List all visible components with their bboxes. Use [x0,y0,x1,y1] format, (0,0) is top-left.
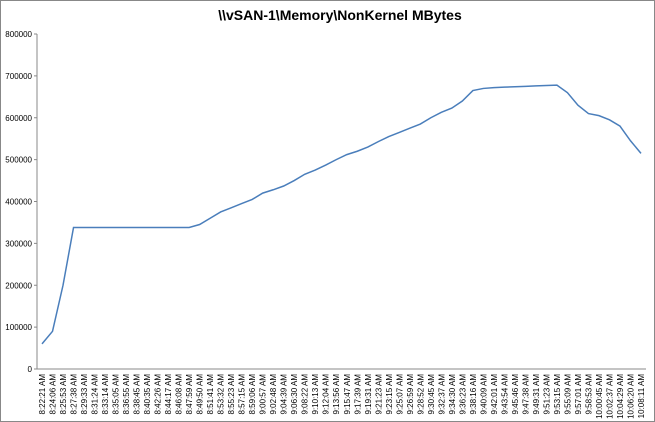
x-tick-label: 9:28:52 AM [416,374,425,415]
y-tick-label: 800000 [5,30,32,39]
x-tick-label: 9:49:31 AM [532,374,541,415]
x-tick-label: 10:08:11 AM [637,374,646,419]
x-tick-label: 8:55:23 AM [227,374,236,415]
x-tick-label: 8:33:14 AM [101,374,110,415]
x-tick-label: 8:27:38 AM [70,374,79,415]
x-tick-label: 8:29:33 AM [80,374,89,415]
x-tick-label: 9:47:38 AM [521,374,530,415]
x-tick-label: 8:22:21 AM [38,374,47,415]
x-tick-label: 10:00:45 AM [595,374,604,419]
y-tick-label: 700000 [5,72,32,81]
x-tick-label: 9:19:31 AM [364,374,373,415]
x-tick-label: 9:25:07 AM [395,374,404,415]
x-tick-label: 9:02:48 AM [269,374,278,415]
x-tick-label: 9:00:57 AM [259,374,268,415]
x-tick-label: 10:02:37 AM [605,374,614,419]
x-tick-label: 9:04:39 AM [280,374,289,415]
x-tick-label: 8:49:50 AM [196,374,205,415]
x-tick-label: 8:59:06 AM [248,374,257,415]
x-tick-label: 9:21:23 AM [374,374,383,415]
x-tick-label: 9:08:22 AM [301,374,310,415]
y-tick-label: 200000 [5,281,32,290]
x-tick-label: 10:04:29 AM [616,374,625,419]
x-tick-label: 9:45:46 AM [511,374,520,415]
x-tick-label: 9:23:15 AM [385,374,394,415]
x-tick-label: 9:12:04 AM [322,374,331,415]
y-tick-label: 300000 [5,239,32,248]
y-tick-label: 500000 [5,156,32,165]
x-tick-label: 9:51:23 AM [542,374,551,415]
y-tick-label: 100000 [5,323,32,332]
x-tick-label: 9:17:39 AM [353,374,362,415]
x-tick-label: 9:32:37 AM [437,374,446,415]
x-tick-label: 9:06:30 AM [290,374,299,415]
data-line [41,84,642,345]
x-tick-label: 8:44:17 AM [164,374,173,415]
x-tick-label: 9:42:01 AM [490,374,499,415]
x-tick-label: 8:36:55 AM [122,374,131,415]
x-tick-label: 9:15:47 AM [343,374,352,415]
x-tick-label: 8:35:05 AM [112,374,121,415]
y-tick-label: 0 [28,365,33,374]
x-tick-label: 9:26:59 AM [406,374,415,415]
x-tick-label: 9:34:30 AM [448,374,457,415]
x-tick-label: 9:30:45 AM [427,374,436,415]
x-tick-label: 8:40:35 AM [143,374,152,415]
x-tick-label: 8:46:08 AM [175,374,184,415]
x-tick-label: 9:57:01 AM [574,374,583,415]
x-tick-label: 9:55:09 AM [563,374,572,415]
y-tick-label: 400000 [5,198,32,207]
x-tick-label: 10:06:20 AM [626,374,635,419]
x-tick-label: 9:43:54 AM [500,374,509,415]
x-tick-label: 9:13:56 AM [332,374,341,415]
x-tick-label: 8:53:32 AM [217,374,226,415]
x-tick-label: 9:10:13 AM [311,374,320,415]
x-tick-label: 8:31:24 AM [91,374,100,415]
x-tick-label: 9:36:23 AM [458,374,467,415]
x-tick-label: 8:51:41 AM [206,374,215,415]
chart-title: \\vSAN-1\Memory\NonKernel MBytes [218,7,462,23]
x-tick-label: 8:47:59 AM [185,374,194,415]
x-tick-label: 8:25:53 AM [59,374,68,415]
x-tick-label: 8:24:06 AM [49,374,58,415]
x-tick-label: 9:58:53 AM [584,374,593,415]
x-tick-label: 9:40:09 AM [479,374,488,415]
x-tick-label: 8:38:45 AM [133,374,142,415]
y-tick-label: 600000 [5,114,32,123]
x-tick-label: 9:53:15 AM [553,374,562,415]
x-tick-label: 9:38:16 AM [469,374,478,415]
x-tick-label: 8:57:15 AM [238,374,247,415]
x-tick-label: 8:42:26 AM [154,374,163,415]
